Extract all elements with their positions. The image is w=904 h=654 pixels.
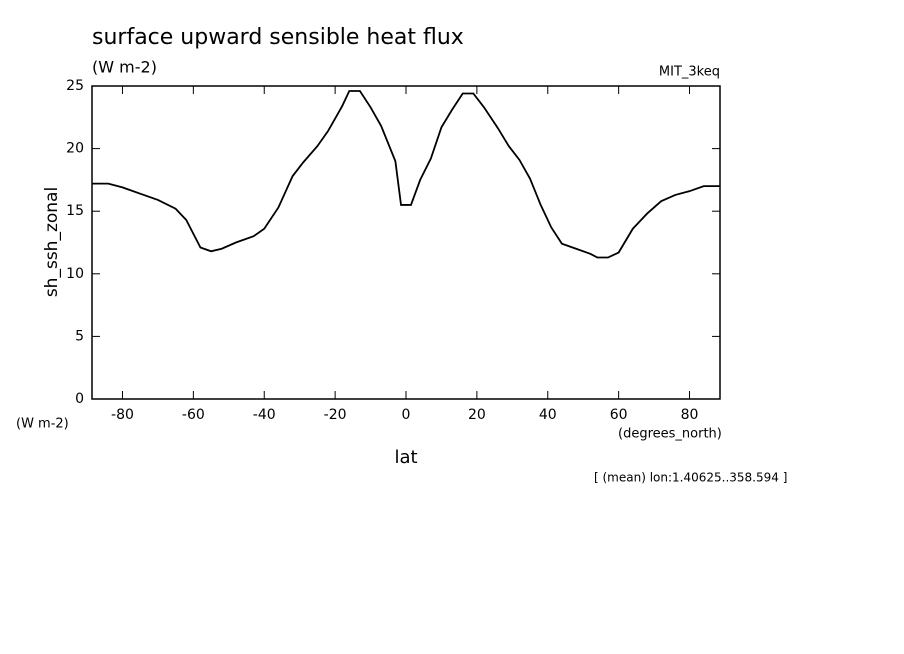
x-tick-label: -40 xyxy=(253,407,276,423)
x-tick-label: 0 xyxy=(402,407,411,423)
subtitle: (W m-2) xyxy=(92,58,157,77)
x-tick-label: -80 xyxy=(111,407,134,423)
annotation: [ (mean) lon:1.40625..358.594 ] xyxy=(594,471,787,485)
data-line xyxy=(92,90,720,259)
y-units: (W m-2) xyxy=(16,417,69,432)
x-tick-label: 20 xyxy=(468,407,486,423)
x-units: (degrees_north) xyxy=(618,427,722,442)
y-tick-label: 0 xyxy=(75,391,84,407)
y-tick-label: 15 xyxy=(66,203,84,219)
x-tick-label: -20 xyxy=(324,407,347,423)
x-tick-label: -60 xyxy=(182,407,205,423)
y-tick-label: 20 xyxy=(66,141,84,157)
y-axis-label: sh_ssh_zonal xyxy=(42,187,62,297)
plot-frame xyxy=(91,85,721,400)
x-tick-label: 40 xyxy=(539,407,557,423)
x-tick-label: 80 xyxy=(681,407,699,423)
x-tick-label: 60 xyxy=(610,407,628,423)
y-tick-label: 25 xyxy=(66,78,84,94)
chart-title: surface upward sensible heat flux xyxy=(92,25,464,50)
x-axis-label: lat xyxy=(394,447,417,468)
y-tick-label: 5 xyxy=(75,328,84,344)
dataset-label: MIT_3keq xyxy=(659,65,720,80)
y-tick-label: 10 xyxy=(66,266,84,282)
